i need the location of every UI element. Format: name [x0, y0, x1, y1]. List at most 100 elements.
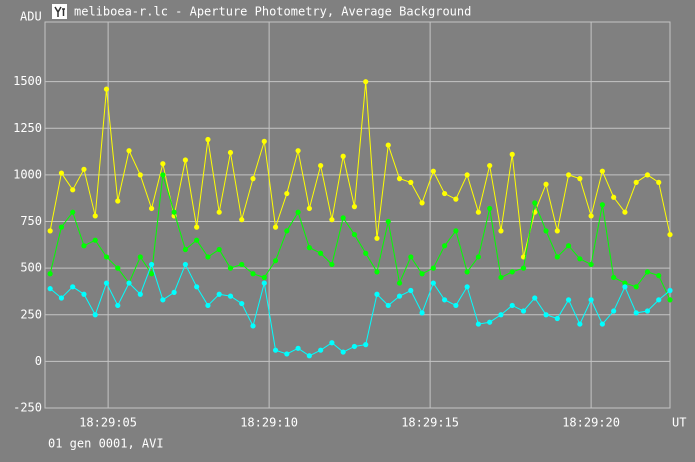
- data-point: [656, 273, 662, 279]
- data-point: [363, 341, 369, 348]
- data-point: [442, 190, 448, 197]
- data-point: [475, 254, 482, 260]
- data-point: [318, 347, 324, 353]
- data-point: [611, 194, 617, 200]
- data-point: [554, 315, 560, 322]
- data-point: [205, 302, 211, 309]
- data-point: [554, 254, 560, 260]
- data-point: [667, 287, 673, 294]
- plot: -250 0 250 500 750 1000 1250 1500 18:29:05 18:29:…: [13, 21, 673, 430]
- data-point: [115, 302, 121, 309]
- data-point: [396, 176, 403, 182]
- data-point: [295, 148, 301, 154]
- y-axis-label: ADU: [20, 10, 42, 24]
- data-point: [656, 179, 662, 185]
- data-point: [464, 284, 470, 290]
- data-point: [227, 265, 234, 271]
- data-point: [148, 261, 155, 268]
- data-point: [160, 297, 166, 303]
- data-point: [126, 148, 132, 154]
- data-point: [239, 300, 245, 307]
- series-line: [49, 262, 671, 357]
- data-point: [239, 261, 245, 268]
- data-point: [565, 172, 572, 178]
- data-point: [227, 149, 234, 156]
- data-point: [543, 228, 549, 234]
- data-point: [363, 250, 369, 256]
- data-point: [475, 209, 482, 215]
- y-tick-label: 0: [35, 354, 42, 368]
- data-point: [644, 269, 651, 275]
- data-point: [340, 153, 346, 159]
- data-point: [532, 200, 538, 206]
- window-title: meliboea-r.lc - Aperture Photometry, Ave…: [74, 5, 471, 19]
- data-point: [498, 274, 504, 281]
- data-point: [509, 269, 515, 275]
- data-point: [363, 79, 369, 85]
- data-point: [284, 351, 290, 357]
- data-point: [216, 209, 222, 215]
- data-point: [261, 138, 267, 144]
- data-point: [329, 340, 335, 346]
- y-tick-label: -250: [13, 401, 42, 415]
- data-point: [408, 287, 414, 294]
- data-point: [205, 136, 211, 143]
- data-point: [47, 228, 53, 234]
- data-point: [419, 271, 425, 277]
- series-line: [49, 174, 671, 301]
- data-point: [385, 302, 391, 309]
- data-point: [487, 162, 493, 169]
- data-point: [351, 343, 358, 350]
- data-point: [588, 297, 594, 303]
- app-icon: [52, 4, 67, 19]
- series-line: [49, 81, 671, 258]
- data-point: [194, 224, 200, 230]
- data-point: [250, 176, 256, 182]
- data-point: [532, 295, 538, 301]
- data-point: [284, 228, 290, 234]
- data-point: [622, 284, 628, 290]
- data-point: [611, 274, 617, 281]
- data-point: [408, 179, 414, 185]
- data-point: [216, 291, 222, 297]
- data-point: [58, 295, 65, 301]
- data-point: [577, 321, 583, 327]
- data-point: [115, 198, 121, 204]
- data-point: [442, 297, 448, 303]
- data-point: [577, 256, 583, 262]
- data-point: [250, 271, 256, 277]
- data-point: [295, 209, 301, 215]
- data-point: [656, 297, 662, 303]
- data-point: [182, 246, 188, 253]
- data-point: [565, 243, 572, 249]
- data-point: [520, 265, 527, 271]
- data-point: [103, 86, 110, 92]
- data-point: [148, 271, 155, 277]
- data-point: [306, 245, 312, 251]
- data-point: [182, 261, 188, 268]
- data-point: [408, 254, 414, 260]
- data-point: [295, 345, 301, 351]
- data-point: [227, 293, 234, 299]
- y-tick-label: 750: [20, 214, 42, 228]
- data-point: [374, 235, 380, 241]
- data-point: [374, 269, 380, 275]
- data-point: [442, 243, 448, 249]
- data-point: [81, 243, 87, 249]
- data-point: [126, 280, 132, 286]
- data-point: [137, 254, 143, 260]
- data-point: [272, 347, 279, 353]
- y-tick-label: 1000: [13, 167, 42, 181]
- data-point: [182, 157, 188, 163]
- data-point: [667, 231, 673, 238]
- data-point: [588, 261, 594, 268]
- data-point: [47, 271, 53, 277]
- data-point: [160, 172, 166, 178]
- data-point: [148, 205, 155, 212]
- plot-frame: [44, 21, 671, 409]
- data-point: [565, 297, 572, 303]
- data-point: [611, 308, 617, 314]
- data-point: [419, 310, 425, 316]
- data-point: [272, 258, 279, 264]
- data-point: [430, 168, 436, 174]
